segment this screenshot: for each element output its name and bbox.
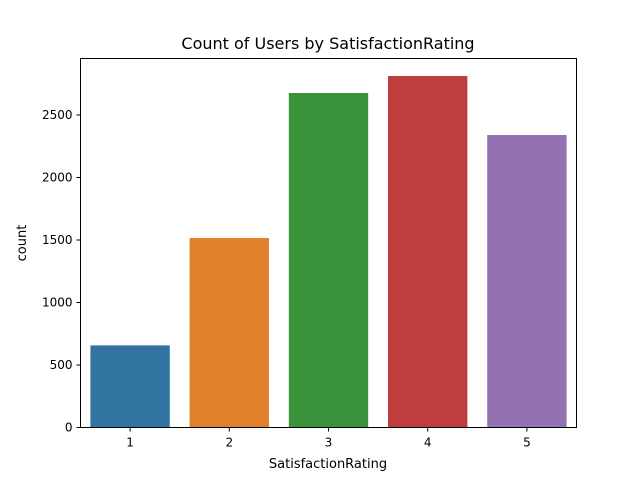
x-tick-label: 3 — [325, 436, 333, 450]
bar-4 — [388, 76, 468, 428]
bars-group — [90, 76, 567, 428]
y-tick-label: 1500 — [42, 233, 73, 247]
y-tick-label: 500 — [50, 358, 73, 372]
bar-1 — [90, 345, 170, 428]
x-tick-label: 4 — [424, 436, 432, 450]
y-tick-label: 2500 — [42, 108, 73, 122]
y-axis-label: count — [15, 225, 30, 262]
bar-5 — [487, 135, 567, 428]
x-axis-ticks: 1 2 3 4 5 — [126, 427, 531, 450]
bar-2 — [189, 238, 269, 428]
x-tick-label: 5 — [523, 436, 531, 450]
y-tick-label: 2000 — [42, 171, 73, 185]
x-axis-label: SatisfactionRating — [269, 457, 387, 472]
x-tick-label: 2 — [225, 436, 233, 450]
x-tick-label: 1 — [126, 436, 134, 450]
chart-title: Count of Users by SatisfactionRating — [181, 34, 474, 53]
y-tick-label: 0 — [65, 421, 73, 435]
y-tick-label: 1000 — [42, 296, 73, 310]
bar-3 — [288, 93, 369, 428]
plot-frame — [80, 58, 577, 428]
y-axis-ticks: 0 500 1000 1500 2000 2500 — [42, 108, 81, 435]
